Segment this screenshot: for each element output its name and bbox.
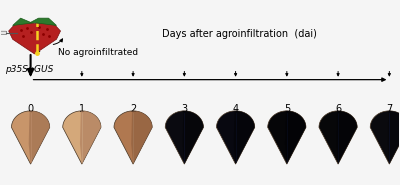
- Text: 6: 6: [335, 104, 341, 114]
- Polygon shape: [388, 111, 400, 164]
- Polygon shape: [182, 111, 204, 164]
- Polygon shape: [234, 111, 255, 164]
- Polygon shape: [9, 22, 60, 54]
- Text: 3: 3: [181, 104, 188, 114]
- Polygon shape: [80, 111, 101, 164]
- Polygon shape: [216, 111, 255, 164]
- Polygon shape: [336, 111, 357, 164]
- Text: 1: 1: [79, 104, 85, 114]
- Text: No agroinfiltrated: No agroinfiltrated: [58, 48, 139, 57]
- Text: 4: 4: [232, 104, 239, 114]
- Polygon shape: [319, 111, 357, 164]
- Text: 2: 2: [130, 104, 136, 114]
- Text: 7: 7: [386, 104, 392, 114]
- FancyBboxPatch shape: [0, 31, 7, 34]
- Text: Days after agroinfiltration  (dai): Days after agroinfiltration (dai): [162, 29, 317, 39]
- Text: 5: 5: [284, 104, 290, 114]
- Polygon shape: [29, 111, 50, 164]
- Polygon shape: [165, 111, 204, 164]
- Polygon shape: [131, 111, 152, 164]
- Polygon shape: [268, 111, 306, 164]
- Polygon shape: [63, 111, 101, 164]
- Polygon shape: [285, 111, 306, 164]
- Text: 0: 0: [28, 104, 34, 114]
- Polygon shape: [370, 111, 400, 164]
- Polygon shape: [114, 111, 152, 164]
- Polygon shape: [12, 111, 50, 164]
- Text: p35S::GUS: p35S::GUS: [5, 65, 53, 74]
- Polygon shape: [13, 18, 56, 26]
